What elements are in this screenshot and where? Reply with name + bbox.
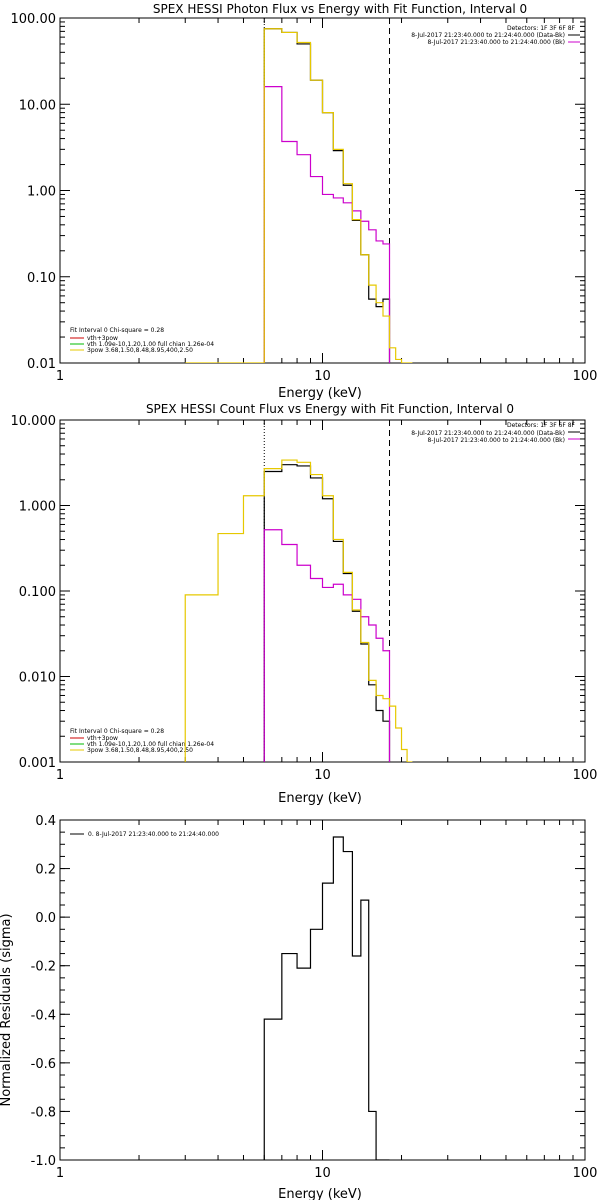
- x-tick-label: 100: [573, 768, 598, 783]
- y-tick-label: 10.000: [11, 414, 57, 429]
- y-tick-label: 0.10: [27, 271, 56, 286]
- y-tick-label: 100.00: [11, 12, 57, 27]
- y-tick-label: 0.100: [19, 585, 56, 600]
- x-tick-label: 10: [314, 1166, 331, 1181]
- y-tick-label: -0.8: [31, 1105, 56, 1120]
- photon-legend-3pow: 3pow 3.68,1.50,8.48,8.95,400,2.50: [87, 347, 193, 354]
- x-tick-label: 1: [56, 768, 64, 783]
- plot-frame: [59, 819, 586, 1161]
- series-data-bk: [263, 464, 391, 762]
- series-bk: [263, 86, 391, 363]
- x-tick-label: 100: [573, 369, 598, 384]
- series-bk: [263, 529, 391, 762]
- photon-legend-vth: vth 1.09e-10,1.20,1.00 full chian 1.26e-…: [87, 341, 214, 348]
- y-tick-label: 1.000: [19, 500, 56, 515]
- photon-legend-model: vth+3pow: [87, 335, 118, 342]
- x-tick-label: 1: [56, 1166, 64, 1181]
- count-flux-panel: SPEX HESSI Count Flux vs Energy with Fit…: [11, 402, 598, 806]
- residuals-panel: Energy (keV) Normalized Residuals (sigma…: [0, 814, 597, 1200]
- count-legend-fit: Fit Interval 0 Chi-square = 0.28: [70, 728, 164, 735]
- y-tick-label: -1.0: [31, 1154, 56, 1169]
- count-chart-title: SPEX HESSI Count Flux vs Energy with Fit…: [146, 402, 514, 416]
- residuals-legend: 0. 8-Jul-2017 21:23:40.000 to 21:24:40.0…: [88, 831, 219, 838]
- photon-legend-left: Fit Interval 0 Chi-square = 0.28 vth+3po…: [70, 327, 214, 354]
- count-legend-data: 8-Jul-2017 21:23:40.000 to 21:24:40.000 …: [411, 430, 565, 437]
- count-legend-detectors: Detectors: 1F 3F 6F 8F: [507, 422, 576, 429]
- series-vth-3pow: [184, 459, 413, 762]
- residuals-y-axis-label: Normalized Residuals (sigma): [0, 913, 14, 1106]
- count-x-axis-label: Energy (keV): [278, 791, 362, 806]
- photon-x-axis-label: Energy (keV): [278, 386, 362, 401]
- series-vth-3pow: [185, 28, 413, 363]
- x-tick-label: 1: [56, 369, 64, 384]
- x-tick-label: 10: [314, 768, 331, 783]
- photon-legend-bk: 8-Jul-2017 21:23:40.000 to 21:24:40.000 …: [427, 39, 565, 46]
- photon-legend-detectors: Detectors: 1F 3F 6F 8F: [507, 25, 576, 32]
- photon-legend-right: Detectors: 1F 3F 6F 8F 8-Jul-2017 21:23:…: [411, 25, 575, 46]
- photon-flux-panel: SPEX HESSI Photon Flux vs Energy with Fi…: [11, 2, 598, 401]
- y-tick-label: 0.4: [35, 814, 56, 829]
- photon-legend-data: 8-Jul-2017 21:23:40.000 to 21:24:40.000 …: [411, 32, 565, 39]
- photon-chart-title: SPEX HESSI Photon Flux vs Energy with Fi…: [153, 2, 527, 16]
- y-tick-label: -0.4: [31, 1008, 56, 1023]
- y-tick-label: -0.6: [31, 1057, 56, 1072]
- count-legend-model: vth+3pow: [87, 735, 118, 742]
- y-tick-label: 0.01: [27, 357, 56, 372]
- y-tick-label: 10.00: [19, 98, 56, 113]
- series-data-bk: [263, 28, 391, 363]
- plot-frame: [59, 419, 586, 763]
- residuals-x-axis-label: Energy (keV): [278, 1187, 362, 1200]
- y-tick-label: -0.2: [31, 960, 56, 975]
- count-legend-left: Fit Interval 0 Chi-square = 0.28 vth+3po…: [70, 728, 214, 754]
- y-tick-label: 0.2: [35, 863, 56, 878]
- y-tick-label: 0.0: [35, 911, 56, 926]
- count-legend-vth: vth 1.09e-10,1.20,1.00 full chian 1.26e-…: [87, 741, 214, 748]
- residuals-legend-text: 0. 8-Jul-2017 21:23:40.000 to 21:24:40.0…: [88, 831, 219, 838]
- photon-legend-fit: Fit Interval 0 Chi-square = 0.28: [70, 327, 164, 334]
- y-tick-label: 1.00: [27, 185, 56, 200]
- x-tick-label: 100: [573, 1166, 598, 1181]
- count-legend-bk: 8-Jul-2017 21:23:40.000 to 21:24:40.000 …: [427, 437, 565, 444]
- y-tick-label: 0.001: [19, 756, 56, 771]
- x-tick-label: 10: [314, 369, 331, 384]
- y-tick-label: 0.010: [19, 671, 56, 686]
- count-legend-3pow: 3pow 3.68,1.50,8.48,8.95,400,2.50: [87, 747, 193, 754]
- count-legend-right: Detectors: 1F 3F 6F 8F 8-Jul-2017 21:23:…: [411, 422, 575, 444]
- series-0-: [263, 836, 390, 1160]
